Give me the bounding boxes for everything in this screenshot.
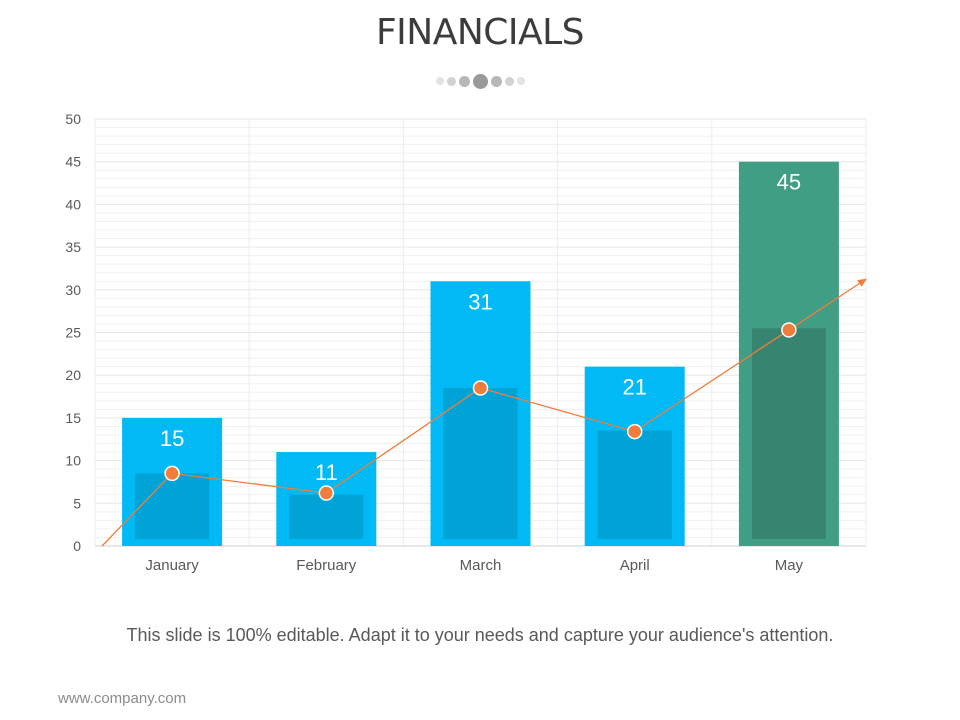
inner-bar-february xyxy=(289,494,364,539)
y-tick-label: 0 xyxy=(73,538,81,554)
trend-point xyxy=(781,322,797,338)
y-tick-label: 50 xyxy=(65,111,81,127)
data-label: 21 xyxy=(622,375,646,400)
decor-dot xyxy=(504,76,514,86)
trend-point xyxy=(164,465,180,482)
decor-dot xyxy=(435,77,444,85)
trend-point xyxy=(318,485,335,501)
inner-bar-april xyxy=(597,430,672,539)
inner-bar-march xyxy=(443,388,518,539)
decor-dot xyxy=(458,75,470,87)
slide-caption: This slide is 100% editable. Adapt it to… xyxy=(126,625,834,645)
y-tick-label: 30 xyxy=(65,282,81,298)
inner-bar-january xyxy=(135,473,210,539)
x-tick-label: April xyxy=(620,557,650,574)
data-label: 45 xyxy=(777,170,801,195)
y-tick-label: 20 xyxy=(65,367,81,383)
decor-dot xyxy=(472,73,488,89)
y-tick-label: 5 xyxy=(73,495,81,511)
slide-title: FINANCIALS xyxy=(375,12,585,53)
x-tick-label: January xyxy=(145,557,199,574)
decor-dot xyxy=(516,77,525,85)
data-label: 15 xyxy=(160,426,184,451)
x-tick-label: May xyxy=(775,557,804,574)
x-tick-label: March xyxy=(460,557,502,574)
footer-website-link[interactable]: www.company.com xyxy=(58,690,187,707)
y-tick-label: 40 xyxy=(65,196,81,212)
decor-dot xyxy=(490,75,502,87)
data-label: 11 xyxy=(315,460,338,485)
y-tick-label: 10 xyxy=(65,453,81,469)
y-tick-label: 35 xyxy=(65,239,81,255)
y-tick-label: 45 xyxy=(65,154,81,170)
trend-point xyxy=(472,380,489,396)
y-tick-label: 15 xyxy=(65,410,81,426)
title-dots-decoration xyxy=(0,72,960,90)
data-label: 31 xyxy=(468,289,492,314)
decor-dot xyxy=(446,76,456,86)
y-tick-label: 25 xyxy=(65,325,81,341)
trend-point xyxy=(626,423,643,440)
inner-bar-may xyxy=(751,328,826,539)
x-tick-label: February xyxy=(296,557,357,574)
